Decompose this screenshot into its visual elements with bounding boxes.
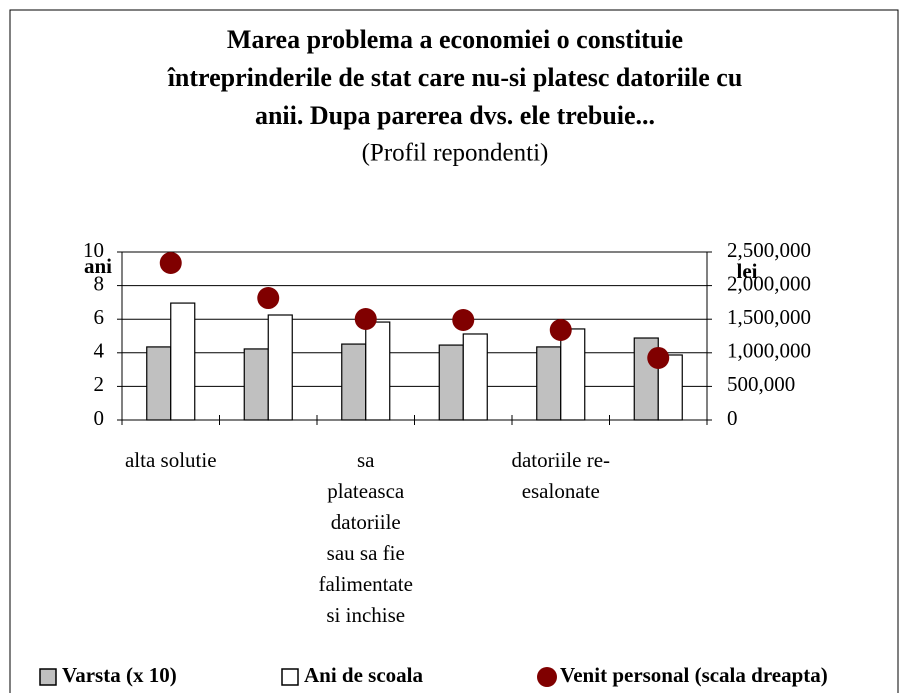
chart-title: anii. Dupa parerea dvs. ele trebuie... (255, 101, 655, 130)
y2-tick-label: 2,000,000 (727, 271, 811, 295)
bar (462, 333, 488, 421)
bar (267, 314, 293, 421)
dot (452, 309, 475, 332)
y-tick-label: 0 (94, 406, 105, 430)
dot (354, 307, 377, 330)
y2-axis-label: lei (737, 259, 758, 283)
y-tick-label: 8 (94, 271, 105, 295)
legend-label: Varsta (x 10) (62, 663, 177, 687)
bar (243, 348, 269, 421)
y2-tick-label: 2,500,000 (727, 238, 811, 262)
bar (170, 302, 196, 421)
legend-swatch (537, 667, 557, 687)
legend-swatch (281, 668, 299, 686)
bar (341, 343, 367, 421)
dot (647, 346, 670, 369)
legend-label: Venit personal (scala dreapta) (560, 663, 828, 687)
y-tick-label: 10 (83, 238, 104, 262)
chart-subtitle: (Profil repondenti) (362, 140, 549, 167)
chart-title: întreprinderile de stat care nu-si plate… (167, 63, 743, 92)
legend-swatch (39, 668, 57, 686)
chart-title: Marea problema a economiei o constituie (227, 25, 683, 54)
x-tick-label: alta solutie (124, 448, 217, 472)
y2-tick-label: 1,500,000 (727, 305, 811, 329)
y2-tick-label: 1,000,000 (727, 339, 811, 363)
x-tick-label: sa plateasca datoriile sau sa fie falime… (318, 448, 413, 627)
bar (365, 321, 391, 421)
dot (549, 319, 572, 342)
dot (159, 252, 182, 275)
bar (657, 354, 683, 421)
y-axis-label: ani (84, 254, 112, 278)
y2-tick-label: 500,000 (727, 372, 795, 396)
x-tick-label: datoriile re- esalonate (511, 448, 611, 503)
frame (9, 9, 899, 693)
bar (438, 344, 464, 421)
y-tick-label: 6 (94, 305, 105, 329)
bar (560, 328, 586, 421)
legend-label: Ani de scoala (304, 663, 424, 687)
bar (536, 346, 562, 421)
y-tick-label: 4 (94, 339, 105, 363)
dot (257, 287, 280, 310)
y2-tick-label: 0 (727, 406, 738, 430)
bar (146, 346, 172, 421)
y-tick-label: 2 (94, 372, 105, 396)
